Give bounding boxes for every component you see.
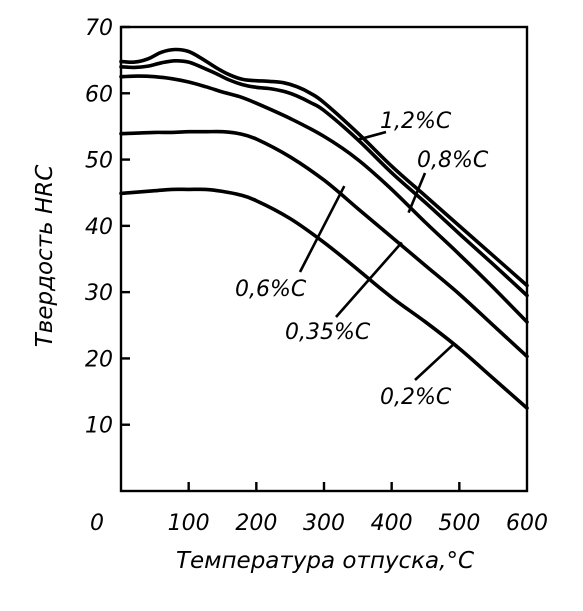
- x-axis-label: Температура отпуска,°С: [176, 548, 474, 574]
- series-label-1: 0,8%С: [417, 148, 489, 173]
- series-line-2: [119, 74, 529, 324]
- y-tick-label: 20: [85, 347, 113, 372]
- x-tick-label: 400: [371, 511, 413, 536]
- series-lines: [119, 47, 529, 410]
- x-axis-ticks: 0 100 200 300 400 500 600: [90, 482, 548, 536]
- y-tick-label: 50: [85, 149, 113, 174]
- label-leader-line: [414, 344, 454, 381]
- x-tick-label: 0: [90, 511, 104, 536]
- label-leader-line: [298, 185, 346, 273]
- x-tick-label: 200: [235, 511, 277, 536]
- y-axis-ticks: 10 20 30 40 50 60 70: [85, 16, 130, 439]
- label-leader-line: [357, 130, 387, 141]
- series-line-1: [119, 58, 529, 298]
- y-tick-label: 60: [85, 82, 113, 107]
- series-label-2: 0,6%С: [235, 277, 307, 302]
- series-line-3: [119, 129, 529, 359]
- label-leader-line: [335, 241, 403, 318]
- y-tick-label: 10: [85, 414, 113, 439]
- y-tick-label: 30: [85, 281, 113, 306]
- y-tick-label: 40: [85, 215, 113, 240]
- x-tick-label: 500: [438, 511, 480, 536]
- x-tick-label: 600: [506, 511, 548, 536]
- series-label-0: 1,2%С: [380, 109, 452, 134]
- series-label-3: 0,35%С: [285, 320, 371, 345]
- series-label-4: 0,2%С: [380, 385, 452, 410]
- series-labels: 1,2%С 0,8%С 0,6%С 0,35%С 0,2%С: [235, 109, 489, 410]
- label-leader-line: [407, 172, 427, 214]
- series-line-0: [119, 47, 529, 288]
- y-tick-label: 70: [85, 16, 113, 41]
- y-axis-label: Твердость HRC: [32, 165, 58, 348]
- x-tick-label: 100: [168, 511, 210, 536]
- x-tick-label: 300: [303, 511, 345, 536]
- series-line-4: [119, 187, 529, 410]
